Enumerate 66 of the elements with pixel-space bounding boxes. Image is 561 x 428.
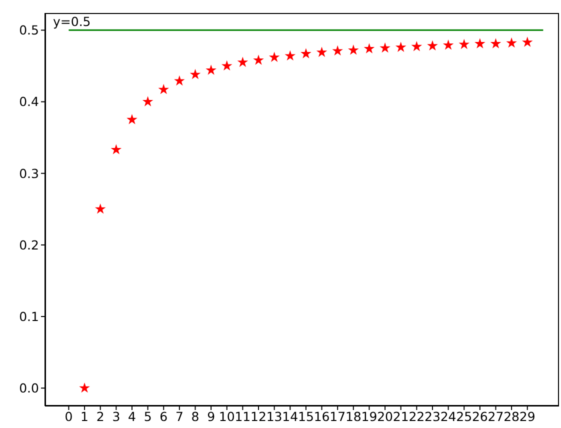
point [253, 54, 264, 65]
x-tick-label: 0 [64, 408, 73, 424]
x-tick-label: 16 [314, 408, 330, 424]
x-tick-label: 9 [207, 408, 216, 424]
point [206, 64, 216, 75]
point [316, 46, 328, 57]
point [364, 43, 375, 54]
x-tick-label: 4 [128, 408, 136, 424]
y-tick-label: 0.0 [19, 380, 40, 396]
point [126, 114, 138, 124]
x-tick-label: 10 [218, 408, 235, 424]
point [442, 40, 454, 50]
x-tick-label: 17 [330, 408, 346, 424]
x-tick-label: 1 [80, 408, 89, 424]
point [348, 44, 359, 55]
point [158, 84, 169, 94]
x-tick-label: 20 [377, 408, 394, 424]
point [474, 38, 486, 48]
point [190, 68, 201, 80]
point [237, 56, 248, 67]
x-tick-label: 28 [504, 408, 520, 424]
x-tick-label: 12 [250, 408, 266, 424]
x-tick-label: 23 [424, 408, 440, 424]
point [110, 144, 122, 154]
point [395, 42, 406, 52]
point [300, 48, 312, 58]
point [268, 52, 280, 62]
x-tick-label: 2 [96, 408, 104, 424]
x-tick-label: 8 [191, 408, 200, 424]
x-tick-label: 19 [361, 408, 378, 424]
point [411, 40, 422, 52]
point [506, 37, 517, 48]
point [221, 60, 232, 71]
y-tick-label: 0.3 [19, 166, 39, 181]
x-tick-label: 3 [112, 408, 120, 424]
y-tick-label: 0.1 [19, 308, 39, 324]
point [142, 96, 154, 106]
x-tick-label: 22 [408, 408, 425, 424]
x-tick-label: 27 [488, 408, 504, 424]
point [458, 38, 470, 50]
y-tick-label: 0.5 [19, 22, 39, 38]
y-tick-label: 0.2 [19, 237, 39, 252]
x-tick-label: 7 [175, 408, 184, 424]
point [380, 42, 390, 53]
point [427, 40, 438, 51]
x-tick-label: 26 [472, 408, 488, 424]
x-tick-label: 13 [266, 408, 282, 424]
point [332, 45, 343, 56]
point [522, 36, 533, 47]
x-tick-label: 29 [519, 408, 536, 424]
x-tick-label: 24 [440, 408, 456, 424]
point [174, 75, 185, 86]
x-tick-label: 5 [144, 408, 152, 424]
y-tick-label: 0.4 [19, 94, 40, 110]
point [284, 50, 296, 61]
x-tick-label: 11 [234, 408, 251, 424]
x-tick-label: 25 [456, 408, 472, 424]
x-tick-label: 21 [392, 408, 409, 424]
point [490, 38, 502, 48]
annotation: y=0.5 [53, 14, 91, 29]
x-tick-label: 6 [160, 408, 168, 424]
x-tick-label: 18 [345, 408, 362, 424]
point [79, 382, 90, 393]
x-tick-label: 14 [282, 408, 298, 424]
point [94, 203, 106, 214]
x-tick-label: 15 [298, 408, 314, 424]
